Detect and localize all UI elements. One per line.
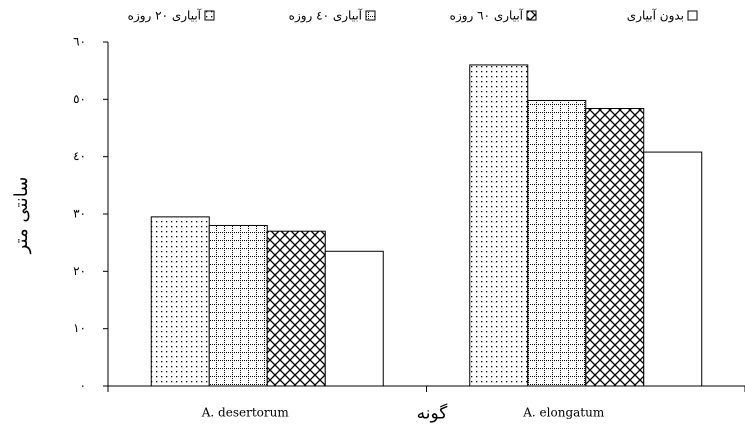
legend-label: آبیاری ٦٠ روزه: [450, 8, 524, 23]
bar: [643, 151, 703, 387]
bar: [469, 64, 529, 387]
x-tick-label: A. desertorum: [201, 406, 290, 420]
legend-swatch: [687, 10, 698, 21]
y-tick-label: ٥٠: [73, 92, 86, 106]
y-tick-label: ١٠: [73, 321, 86, 335]
legend-swatch: [365, 10, 376, 21]
legend-label: آبیاری ٤٠ روزه: [289, 8, 363, 23]
y-tick-label: ٤٠: [73, 149, 86, 163]
bar: [324, 250, 384, 387]
y-axis-label: سانتی متر: [11, 177, 32, 255]
legend-label: بدون آبیاری: [627, 8, 684, 23]
bar: [208, 224, 268, 387]
x-axis-label: گونه: [417, 403, 449, 424]
bar: [585, 108, 645, 387]
bar: [150, 216, 210, 387]
legend-label: آبیاری ٢٠ روزه: [128, 8, 202, 23]
y-tick-label: ٦٠: [73, 35, 86, 49]
legend-swatch: [204, 10, 215, 21]
y-tick-label: ٣٠: [73, 207, 86, 221]
y-tick-label: ٠: [80, 379, 86, 393]
bar: [266, 230, 326, 387]
legend-swatch: [526, 10, 537, 21]
bar: [527, 99, 587, 387]
x-tick-label: A. elongatum: [522, 406, 605, 420]
y-tick-label: ٢٠: [73, 264, 86, 278]
